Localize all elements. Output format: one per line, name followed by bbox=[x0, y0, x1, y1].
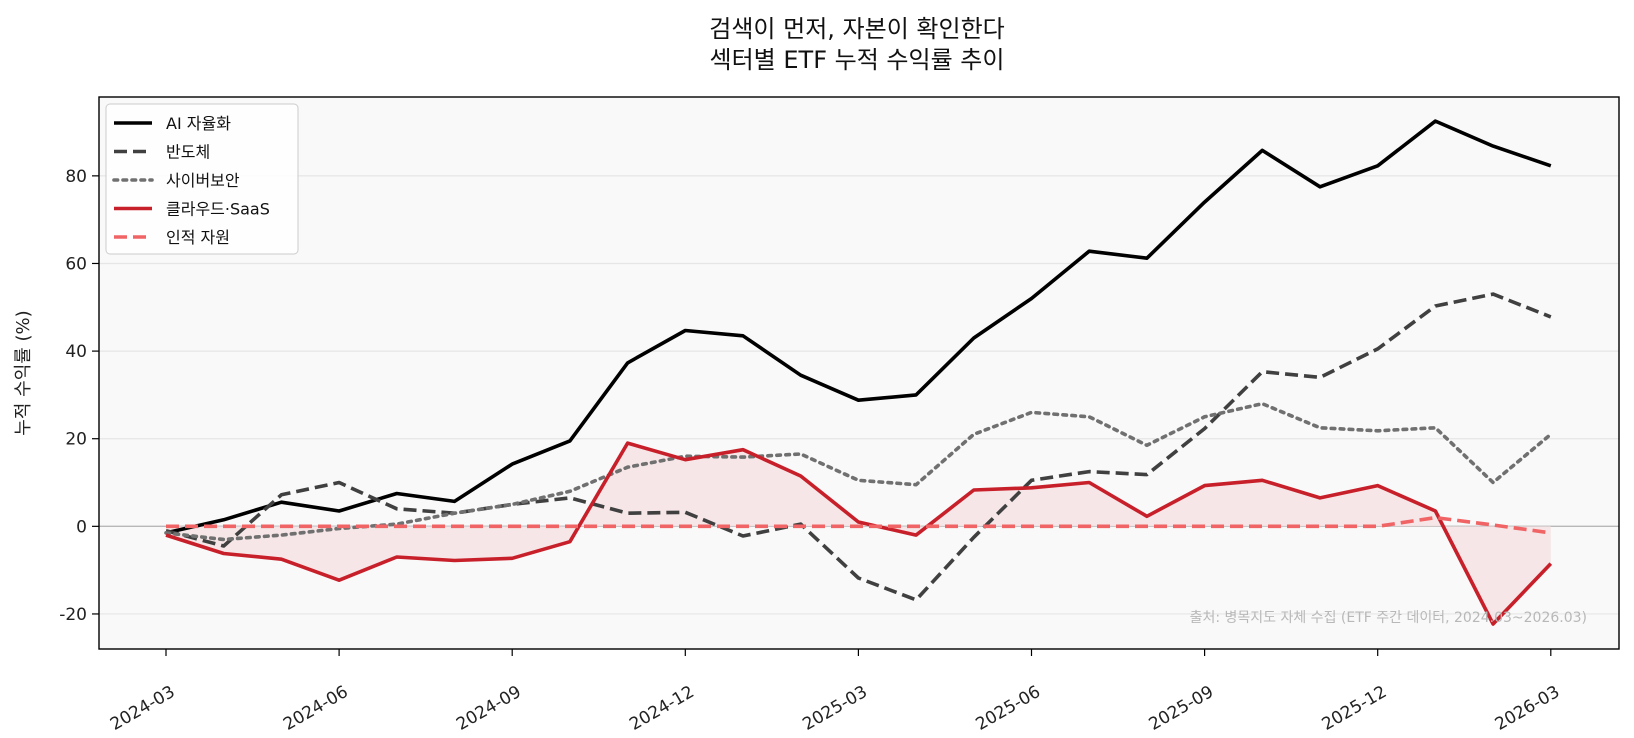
x-tick-label: 2024-03 bbox=[107, 682, 179, 735]
series-line-0 bbox=[165, 119, 1552, 535]
y-axis-label: 누적 수익률 (%) bbox=[13, 310, 34, 435]
series-lines bbox=[164, 119, 1553, 626]
series-line-3 bbox=[165, 441, 1553, 626]
legend-label: 반도체 bbox=[166, 143, 210, 162]
y-tick-label: 20 bbox=[65, 430, 87, 450]
x-tick-label: 2024-09 bbox=[453, 682, 525, 735]
y-axis-ticks: -20 0 20 40 60 80 bbox=[59, 167, 99, 625]
x-axis-ticks: 2024-03 2024-06 2024-09 2024-12 2025-03 2025-… bbox=[107, 649, 1563, 735]
series-line-1 bbox=[165, 292, 1552, 602]
legend-box bbox=[105, 103, 299, 255]
y-tick-label: 80 bbox=[65, 167, 87, 187]
x-tick-label: 2026-03 bbox=[1492, 682, 1564, 735]
source-note: 출처: 병목지도 자체 수집 (ETF 주간 데이터, 2024.03~2026… bbox=[1190, 610, 1587, 626]
y-tick-label: 60 bbox=[65, 254, 87, 274]
legend-label: 사이버보안 bbox=[166, 171, 240, 190]
x-tick-label: 2025-06 bbox=[972, 682, 1044, 735]
x-tick-label: 2024-12 bbox=[626, 682, 698, 735]
legend-label: AI 자율화 bbox=[166, 114, 231, 133]
x-tick-label: 2025-12 bbox=[1319, 682, 1391, 735]
y-tick-label: -20 bbox=[59, 605, 87, 625]
saas-fill-area bbox=[166, 443, 1551, 625]
series-line-4 bbox=[166, 515, 1552, 535]
chart-title-line-2: 섹터별 ETF 누적 수익률 추이 bbox=[710, 46, 1005, 74]
chart-title-line-1: 검색이 먼저, 자본이 확인한다 bbox=[709, 15, 1004, 43]
x-tick-label: 2025-03 bbox=[799, 682, 871, 735]
x-tick-label: 2025-09 bbox=[1146, 682, 1218, 735]
y-tick-label: 40 bbox=[65, 342, 87, 362]
legend-label: 인적 자원 bbox=[166, 228, 230, 247]
y-tick-label: 0 bbox=[76, 517, 87, 537]
fill-region bbox=[166, 443, 1551, 625]
x-tick-label: 2024-06 bbox=[280, 682, 352, 735]
legend-label: 클라우드·SaaS bbox=[166, 200, 270, 219]
